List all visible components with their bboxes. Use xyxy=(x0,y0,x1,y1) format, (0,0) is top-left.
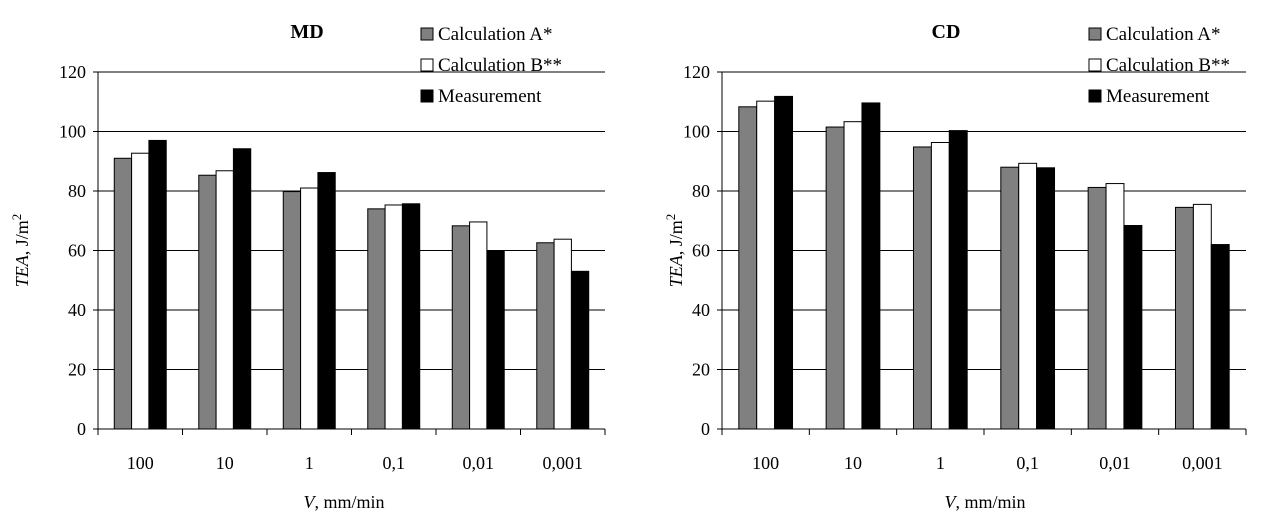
bar-calc-a xyxy=(1000,166,1020,430)
bar-measurement xyxy=(317,172,336,430)
bar-calc-b xyxy=(384,204,403,430)
bar-calc-b xyxy=(131,152,150,430)
x-tick-label: 0,001 xyxy=(543,453,584,473)
bar-calc-a xyxy=(1087,186,1107,430)
bar-calc-b xyxy=(930,142,950,430)
bar-measurement xyxy=(948,130,968,430)
y-tick-label: 60 xyxy=(692,241,710,261)
bar-calc-b xyxy=(1192,203,1212,430)
y-tick-label: 120 xyxy=(59,62,86,82)
x-tick-label: 100 xyxy=(127,453,154,473)
legend-label: Calculation B** xyxy=(438,55,562,76)
legend-label: Measurement xyxy=(438,86,542,107)
bar-calc-b xyxy=(1018,162,1038,430)
legend-swatch xyxy=(1088,58,1102,72)
x-tick-label: 0,1 xyxy=(383,453,406,473)
chart-md: MD 0 20 40 60 80 100 120 100 10 1 0,1 0,01 0,001 V, mm… xyxy=(9,21,606,512)
bar-measurement xyxy=(148,139,167,430)
bar-measurement xyxy=(232,148,252,430)
bar-calc-b xyxy=(553,238,572,430)
bar-calc-a xyxy=(451,225,471,430)
bar-calc-a xyxy=(198,174,217,430)
bar-calc-a xyxy=(912,146,932,430)
x-tick-label: 0,1 xyxy=(1016,453,1039,473)
bar-measurement xyxy=(570,270,590,430)
bar-calc-b xyxy=(1105,183,1125,430)
bar-calc-b xyxy=(300,187,319,430)
chart-cd: CD 0 20 40 60 80 100 120 100 10 1 0,1 0,01 0,001 V, mm… xyxy=(663,21,1247,512)
bar-calc-a xyxy=(825,126,845,430)
y-tick-label: 20 xyxy=(692,360,710,380)
x-tick-label: 0,001 xyxy=(1182,453,1223,473)
x-axis-symbol: V xyxy=(303,492,316,512)
x-axis-unit: , mm/min xyxy=(314,492,384,512)
bar-calc-a xyxy=(282,191,302,430)
legend: Calculation A* Calculation B** Measurement xyxy=(420,24,562,107)
y-tick-label: 20 xyxy=(68,360,86,380)
y-tick-label: 120 xyxy=(683,62,710,82)
bar-calc-b xyxy=(215,170,234,430)
y-tick-label: 80 xyxy=(68,181,86,201)
legend-label: Calculation A* xyxy=(1106,24,1221,45)
x-tick-label: 1 xyxy=(936,453,945,473)
x-axis-label: V, mm/min xyxy=(944,492,1025,512)
chart-title: CD xyxy=(932,21,961,43)
y-tick-label: 40 xyxy=(68,300,86,320)
bar-measurement xyxy=(1210,244,1230,430)
x-tick-label: 0,01 xyxy=(1099,453,1131,473)
legend-swatch xyxy=(420,27,434,41)
bar-calc-a xyxy=(367,208,386,430)
bar-calc-b xyxy=(756,100,776,430)
x-axis-symbol: V xyxy=(944,492,957,512)
y-tick-label: 80 xyxy=(692,181,710,201)
x-tick-label: 100 xyxy=(752,453,779,473)
bar-measurement xyxy=(486,250,505,430)
bar-calc-a xyxy=(1174,206,1194,430)
bar-measurement xyxy=(1036,167,1056,430)
y-tick-label: 0 xyxy=(77,419,86,439)
y-tick-label: 60 xyxy=(68,241,86,261)
bar-calc-a xyxy=(536,242,555,430)
legend: Calculation A* Calculation B** Measurement xyxy=(1088,24,1230,107)
y-axis-label: TEA, J/m2 xyxy=(9,214,32,288)
bar-calc-a xyxy=(738,106,758,430)
legend-label: Measurement xyxy=(1106,86,1210,107)
legend-swatch xyxy=(420,58,434,72)
y-axis-label: TEA, J/m2 xyxy=(663,214,686,288)
legend-swatch xyxy=(1088,89,1102,103)
x-tick-label: 1 xyxy=(305,453,314,473)
x-tick-label: 0,01 xyxy=(463,453,495,473)
y-axis-unit-superscript: 2 xyxy=(9,214,24,221)
bar-measurement xyxy=(1123,225,1143,430)
bar-measurement xyxy=(774,95,794,430)
y-axis-symbol: TEA xyxy=(666,254,686,287)
y-tick-label: 40 xyxy=(692,300,710,320)
x-tick-label: 10 xyxy=(844,453,862,473)
y-axis-unit-superscript: 2 xyxy=(663,214,678,221)
y-axis-symbol: TEA xyxy=(12,254,32,287)
y-axis-unit: , J/m xyxy=(12,220,32,255)
y-tick-label: 0 xyxy=(701,419,710,439)
legend-label: Calculation A* xyxy=(438,24,553,45)
y-tick-label: 100 xyxy=(59,122,86,142)
x-tick-label: 10 xyxy=(216,453,234,473)
legend-label: Calculation B** xyxy=(1106,55,1230,76)
bar-calc-a xyxy=(113,157,133,430)
bar-calc-b xyxy=(843,121,863,430)
y-tick-label: 100 xyxy=(683,122,710,142)
bar-measurement xyxy=(401,203,421,430)
bar-calc-b xyxy=(469,221,488,430)
x-axis-unit: , mm/min xyxy=(955,492,1025,512)
x-axis-label: V, mm/min xyxy=(303,492,384,512)
legend-swatch xyxy=(420,89,434,103)
bar-measurement xyxy=(861,102,881,430)
legend-swatch xyxy=(1088,27,1102,41)
y-axis-unit: , J/m xyxy=(666,220,686,255)
chart-title: MD xyxy=(290,21,323,43)
